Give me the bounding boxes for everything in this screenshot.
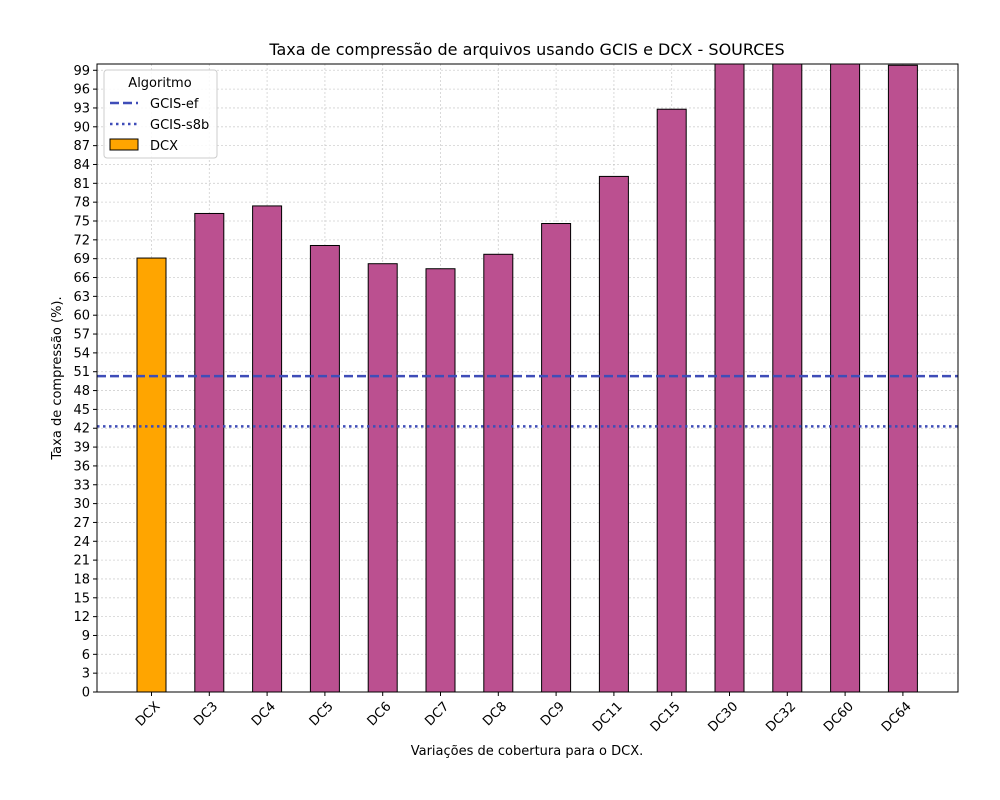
- x-tick-label: DC32: [763, 699, 799, 735]
- y-tick-label: 51: [73, 365, 90, 380]
- bars: [136, 63, 918, 693]
- x-tick-label: DC7: [422, 699, 452, 729]
- bar-dc32: [772, 63, 803, 693]
- bar-dc15: [656, 108, 687, 693]
- grid: [97, 64, 958, 693]
- y-tick-label: 75: [73, 215, 90, 230]
- bar-dc9: [541, 223, 572, 693]
- y-tick-label: 18: [73, 572, 90, 587]
- y-tick-label: 69: [73, 252, 90, 267]
- y-tick-label: 12: [73, 610, 90, 625]
- y-tick-label: 57: [73, 328, 90, 343]
- y-tick-label: 42: [73, 422, 90, 437]
- x-tick-label: DC8: [480, 699, 510, 729]
- y-tick-label: 6: [82, 648, 90, 663]
- y-axis: 0369121518212427303336394245485154576063…: [73, 64, 97, 701]
- y-tick-label: 36: [73, 459, 90, 474]
- x-tick-label: DC11: [590, 699, 626, 735]
- x-tick-label: DC5: [307, 699, 337, 729]
- x-tick-label: DC3: [191, 699, 221, 729]
- y-tick-label: 3: [82, 667, 90, 682]
- bar-dc5: [309, 244, 340, 693]
- y-tick-label: 84: [73, 158, 90, 173]
- x-tick-label: DC9: [538, 699, 568, 729]
- bar-dc30: [714, 63, 745, 693]
- y-tick-label: 0: [82, 686, 90, 701]
- bar-dc8: [483, 253, 514, 693]
- bar-dc6: [367, 263, 398, 693]
- y-tick-label: 39: [73, 441, 90, 456]
- y-tick-label: 81: [73, 177, 90, 192]
- bar-dc60: [830, 63, 861, 693]
- y-tick-label: 24: [73, 535, 90, 550]
- x-tick-label: DC64: [879, 699, 915, 735]
- x-axis: DCX DC3 DC4 DC5 DC6 DC7 DC8 DC9 DC11 DC15 DC30 DC32…: [133, 692, 915, 735]
- bar-dcx: [136, 257, 167, 693]
- y-tick-label: 30: [73, 497, 90, 512]
- legend-box: [103, 69, 218, 159]
- y-tick-label: 96: [73, 83, 90, 98]
- reference-lines: [97, 374, 958, 428]
- y-axis-label: Taxa de compressão (%).: [50, 296, 65, 460]
- legend: Algoritmo GCIS-ef GCIS-s8b DCX: [103, 69, 218, 159]
- y-tick-label: 60: [73, 309, 90, 324]
- x-axis-label: Variações de cobertura para o DCX.: [411, 744, 644, 759]
- chart-title: Taxa de compressão de arquivos usando GC…: [268, 40, 784, 59]
- legend-gcis-s8b-label: GCIS-s8b: [150, 118, 209, 133]
- legend-dcx-label: DCX: [150, 139, 178, 154]
- y-tick-label: 78: [73, 196, 90, 211]
- y-tick-label: 99: [73, 64, 90, 79]
- x-tick-label: DC60: [821, 699, 857, 735]
- y-tick-label: 15: [73, 591, 90, 606]
- y-tick-label: 33: [73, 478, 90, 493]
- x-tick-label: DC30: [706, 699, 742, 735]
- y-tick-label: 63: [73, 290, 90, 305]
- x-tick-label: DCX: [133, 699, 163, 729]
- y-tick-label: 9: [82, 629, 90, 644]
- y-tick-label: 90: [73, 120, 90, 135]
- y-tick-label: 54: [73, 346, 90, 361]
- x-tick-label: DC4: [249, 699, 279, 729]
- legend-dcx-swatch: [109, 138, 139, 151]
- x-tick-label: DC6: [365, 699, 395, 729]
- legend-gcis-ef-label: GCIS-ef: [150, 97, 199, 112]
- y-tick-label: 27: [73, 516, 90, 531]
- y-tick-label: 45: [73, 403, 90, 418]
- bar-dc4: [252, 205, 283, 693]
- y-tick-label: 66: [73, 271, 90, 286]
- y-tick-label: 48: [73, 384, 90, 399]
- y-tick-label: 21: [73, 554, 90, 569]
- plot-frame: [96, 63, 959, 693]
- bar-dc64: [887, 64, 918, 693]
- bar-dc7: [425, 268, 456, 693]
- y-tick-label: 87: [73, 139, 90, 154]
- legend-title: Algoritmo: [128, 76, 191, 91]
- y-tick-label: 72: [73, 233, 90, 248]
- y-tick-label: 93: [73, 101, 90, 116]
- bar-dc11: [598, 175, 629, 693]
- x-tick-label: DC15: [648, 699, 684, 735]
- bar-dc3: [194, 212, 225, 693]
